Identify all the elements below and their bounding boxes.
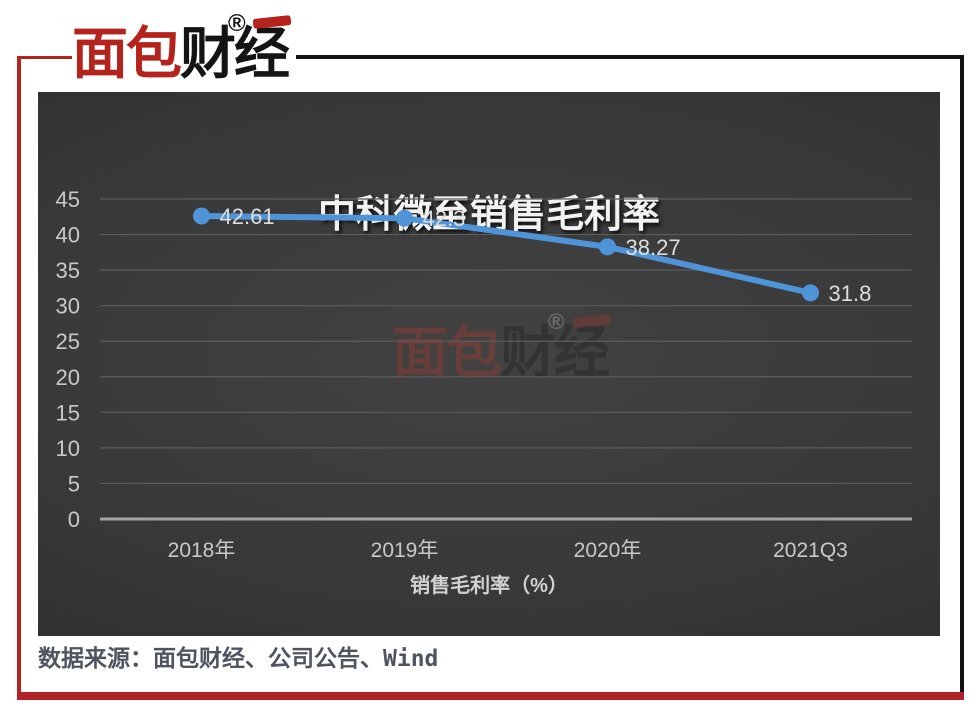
y-tick-label: 15 xyxy=(56,400,80,425)
y-tick-label: 20 xyxy=(56,365,80,390)
y-tick-label: 0 xyxy=(68,507,80,532)
brand-logo: 面包财经 ® xyxy=(72,10,292,90)
watermark-registered-trademark-icon: ® xyxy=(548,309,565,334)
brand-logo-black-text: 财经 xyxy=(180,22,290,85)
watermark-red-text: 面包 xyxy=(392,321,502,384)
data-point-marker xyxy=(599,238,616,256)
frame-bottom-red-bar xyxy=(17,692,964,700)
line-chart: 0 5 10 15 20 25 30 35 40 45 2018年 2019年 2020年 2021Q3 4… xyxy=(56,187,912,562)
data-line xyxy=(198,212,814,296)
frame-right-black-line xyxy=(960,56,964,693)
registered-trademark-icon: ® xyxy=(228,10,246,37)
data-point-label: 42.61 xyxy=(220,204,275,229)
brand-logo-red-text: 面包 xyxy=(72,22,182,85)
x-category-label: 2018年 xyxy=(168,539,236,562)
watermark: 面包财经 ® xyxy=(38,309,940,381)
data-point-label: 31.8 xyxy=(829,281,872,306)
frame-top-red-line xyxy=(17,56,72,59)
x-category-label: 2020年 xyxy=(574,539,642,562)
y-tick-label: 45 xyxy=(56,187,80,212)
data-point-marker xyxy=(193,207,210,225)
y-tick-label: 40 xyxy=(56,223,80,248)
data-source-note: 数据来源：面包财经、公司公告、Wind xyxy=(38,646,439,672)
frame-left-red-line xyxy=(17,56,21,693)
x-axis-title: 销售毛利率（%） xyxy=(410,575,568,597)
y-tick-label: 5 xyxy=(68,471,80,496)
frame-top-black-line xyxy=(296,55,964,59)
x-category-label: 2019年 xyxy=(371,539,439,562)
chart-panel: 面包财经 ® 0 5 10 15 20 25 30 35 40 45 2018年 2019年 2020年… xyxy=(38,92,940,636)
y-tick-label: 35 xyxy=(56,258,80,283)
watermark-black-text: 财经 xyxy=(500,321,610,384)
data-point-marker xyxy=(802,284,819,302)
x-category-label: 2021Q3 xyxy=(773,539,848,562)
y-tick-label: 10 xyxy=(56,436,80,461)
data-point-label: 38.27 xyxy=(626,235,681,260)
watermark-logo: 面包财经 ® xyxy=(392,309,612,381)
data-point-marker xyxy=(396,209,413,227)
y-tick-label: 30 xyxy=(56,294,80,319)
data-point-label: 42.3 xyxy=(423,206,466,231)
y-tick-label: 25 xyxy=(56,329,80,354)
